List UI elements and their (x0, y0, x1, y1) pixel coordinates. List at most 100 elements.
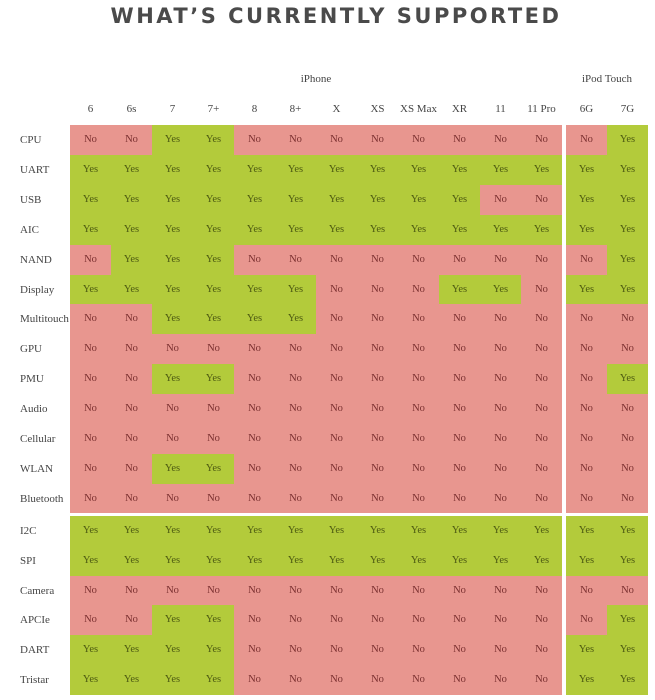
table-cell: No (316, 125, 357, 155)
column-header: 6s (126, 103, 137, 115)
table-cell: No (521, 424, 562, 454)
table-cell: No (70, 424, 111, 454)
row-header: WLAN (20, 462, 53, 475)
row-header: SPI (20, 554, 36, 567)
table-cell: No (398, 453, 439, 484)
table-cell: No (111, 394, 152, 425)
table-cell: No (70, 244, 111, 275)
table-cell: Yes (70, 154, 111, 185)
table-cell: Yes (316, 184, 357, 215)
table-cell: No (521, 364, 562, 395)
table-cell: No (193, 424, 234, 454)
group-divider (562, 125, 566, 695)
column-header: 11 Pro (527, 103, 556, 115)
table-cell: No (234, 125, 275, 155)
table-cell: No (439, 635, 480, 666)
table-cell: No (193, 394, 234, 425)
table-cell: No (70, 304, 111, 335)
table-cell: Yes (480, 274, 521, 305)
page-title: WHAT’S CURRENTLY SUPPORTED (110, 4, 562, 28)
table-cell: No (111, 125, 152, 155)
row-header: Display (20, 283, 55, 296)
table-cell: Yes (398, 184, 439, 215)
table-cell: Yes (193, 184, 234, 215)
table-cell: No (480, 665, 521, 696)
table-cell: Yes (439, 274, 480, 305)
table-cell: Yes (480, 154, 521, 185)
table-cell: Yes (398, 515, 439, 546)
row-header: AIC (20, 223, 39, 236)
table-cell: Yes (193, 605, 234, 636)
table-cell: No (275, 334, 316, 365)
table-cell: Yes (111, 545, 152, 576)
table-cell: Yes (566, 274, 607, 305)
table-cell: No (521, 635, 562, 666)
table-cell: No (234, 424, 275, 454)
table-cell: Yes (566, 635, 607, 666)
table-cell: Yes (111, 635, 152, 666)
table-cell: Yes (70, 635, 111, 666)
table-cell: Yes (566, 665, 607, 696)
table-cell: Yes (234, 184, 275, 215)
table-cell: No (316, 274, 357, 305)
table-cell: No (439, 334, 480, 365)
table-cell: No (521, 125, 562, 155)
table-cell: No (480, 334, 521, 365)
table-cell: No (357, 334, 398, 365)
table-cell: Yes (193, 515, 234, 546)
table-cell: No (566, 483, 607, 514)
row-header: I2C (20, 524, 37, 537)
table-cell: No (521, 334, 562, 365)
table-cell: No (275, 635, 316, 666)
table-cell: No (357, 364, 398, 395)
row-header: Cellular (20, 433, 56, 445)
table-cell: No (234, 605, 275, 636)
table-cell: No (275, 575, 316, 606)
column-header: XS (370, 103, 385, 115)
column-header: 7+ (207, 103, 220, 115)
table-cell: Yes (152, 515, 193, 546)
table-cell: Yes (480, 515, 521, 546)
table-cell: Yes (111, 515, 152, 546)
table-cell: Yes (152, 545, 193, 576)
table-cell: No (398, 304, 439, 335)
table-cell: No (521, 184, 562, 215)
table-cell: No (316, 334, 357, 365)
table-cell: No (70, 483, 111, 514)
column-header: 7 (169, 103, 176, 115)
table-cell: Yes (607, 605, 648, 636)
table-cell: No (111, 364, 152, 395)
table-cell: Yes (111, 665, 152, 696)
table-cell: Yes (70, 184, 111, 215)
row-header: Audio (20, 403, 48, 416)
row-header: CPU (20, 134, 42, 146)
table-cell: No (70, 364, 111, 395)
table-cell: No (111, 605, 152, 636)
table-cell: No (521, 274, 562, 305)
table-cell: Yes (607, 545, 648, 576)
table-cell: No (439, 364, 480, 395)
table-cell: No (357, 125, 398, 155)
table-cell: No (275, 394, 316, 425)
table-cell: Yes (234, 214, 275, 245)
table-cell: Yes (152, 304, 193, 335)
table-cell: No (234, 483, 275, 514)
table-cell: No (521, 575, 562, 606)
table-cell: Yes (316, 214, 357, 245)
table-cell: No (607, 334, 648, 365)
table-cell: No (398, 575, 439, 606)
table-cell: Yes (275, 304, 316, 335)
table-cell: Yes (398, 545, 439, 576)
table-cell: Yes (521, 545, 562, 576)
table-cell: Yes (566, 515, 607, 546)
table-cell: No (480, 424, 521, 454)
group-header-ipod: iPod Touch (581, 73, 633, 85)
table-cell: Yes (275, 274, 316, 305)
table-cell: Yes (398, 154, 439, 185)
table-cell: Yes (152, 635, 193, 666)
table-cell: Yes (234, 515, 275, 546)
table-cell: Yes (152, 125, 193, 155)
table-cell: Yes (521, 214, 562, 245)
table-cell: Yes (607, 274, 648, 305)
row-header: NAND (20, 253, 52, 266)
